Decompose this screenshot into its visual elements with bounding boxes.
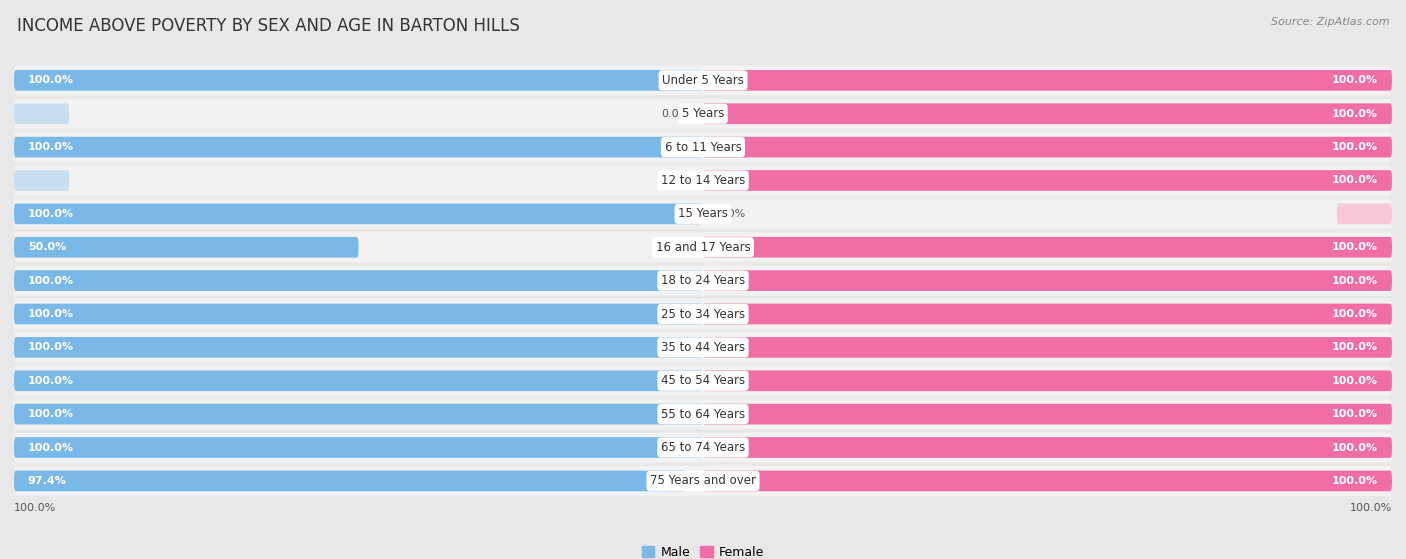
Text: 15 Years: 15 Years	[678, 207, 728, 220]
FancyBboxPatch shape	[14, 232, 1392, 262]
Text: 100.0%: 100.0%	[14, 503, 56, 513]
FancyBboxPatch shape	[703, 404, 1392, 424]
Text: 100.0%: 100.0%	[28, 443, 75, 453]
Text: 100.0%: 100.0%	[1331, 176, 1378, 186]
FancyBboxPatch shape	[14, 399, 1392, 429]
FancyBboxPatch shape	[703, 437, 1392, 458]
FancyBboxPatch shape	[14, 237, 359, 258]
Text: 100.0%: 100.0%	[1350, 503, 1392, 513]
FancyBboxPatch shape	[14, 65, 1392, 96]
Text: 100.0%: 100.0%	[1331, 109, 1378, 119]
Text: 100.0%: 100.0%	[1331, 443, 1378, 453]
Text: Under 5 Years: Under 5 Years	[662, 74, 744, 87]
Text: 100.0%: 100.0%	[1331, 409, 1378, 419]
Text: 18 to 24 Years: 18 to 24 Years	[661, 274, 745, 287]
Text: Source: ZipAtlas.com: Source: ZipAtlas.com	[1271, 17, 1389, 27]
Text: 45 to 54 Years: 45 to 54 Years	[661, 375, 745, 387]
FancyBboxPatch shape	[14, 132, 1392, 162]
FancyBboxPatch shape	[14, 203, 703, 224]
FancyBboxPatch shape	[14, 333, 1392, 362]
Text: 100.0%: 100.0%	[28, 309, 75, 319]
FancyBboxPatch shape	[703, 103, 1392, 124]
Text: 100.0%: 100.0%	[1331, 276, 1378, 286]
Legend: Male, Female: Male, Female	[637, 541, 769, 559]
Text: INCOME ABOVE POVERTY BY SEX AND AGE IN BARTON HILLS: INCOME ABOVE POVERTY BY SEX AND AGE IN B…	[17, 17, 520, 35]
Text: 55 to 64 Years: 55 to 64 Years	[661, 408, 745, 420]
Text: 0.0%: 0.0%	[661, 176, 689, 186]
Text: 0.0%: 0.0%	[717, 209, 745, 219]
FancyBboxPatch shape	[14, 304, 703, 324]
FancyBboxPatch shape	[14, 103, 69, 124]
Text: 6 to 11 Years: 6 to 11 Years	[665, 141, 741, 154]
FancyBboxPatch shape	[703, 70, 1392, 91]
Text: 25 to 34 Years: 25 to 34 Years	[661, 307, 745, 320]
FancyBboxPatch shape	[703, 237, 1392, 258]
FancyBboxPatch shape	[14, 271, 703, 291]
FancyBboxPatch shape	[703, 471, 1392, 491]
Text: 65 to 74 Years: 65 to 74 Years	[661, 441, 745, 454]
Text: 12 to 14 Years: 12 to 14 Years	[661, 174, 745, 187]
Text: 100.0%: 100.0%	[1331, 342, 1378, 352]
Text: 0.0%: 0.0%	[661, 109, 689, 119]
FancyBboxPatch shape	[14, 433, 1392, 462]
FancyBboxPatch shape	[14, 437, 703, 458]
FancyBboxPatch shape	[14, 337, 703, 358]
FancyBboxPatch shape	[703, 337, 1392, 358]
FancyBboxPatch shape	[14, 371, 703, 391]
Text: 100.0%: 100.0%	[1331, 75, 1378, 86]
FancyBboxPatch shape	[14, 170, 69, 191]
Text: 50.0%: 50.0%	[28, 242, 66, 252]
FancyBboxPatch shape	[14, 165, 1392, 196]
Text: 100.0%: 100.0%	[1331, 142, 1378, 152]
FancyBboxPatch shape	[14, 471, 685, 491]
Text: 100.0%: 100.0%	[28, 342, 75, 352]
FancyBboxPatch shape	[703, 304, 1392, 324]
Text: 5 Years: 5 Years	[682, 107, 724, 120]
FancyBboxPatch shape	[14, 299, 1392, 329]
FancyBboxPatch shape	[14, 199, 1392, 229]
Text: 100.0%: 100.0%	[1331, 376, 1378, 386]
Text: 100.0%: 100.0%	[28, 376, 75, 386]
FancyBboxPatch shape	[1337, 203, 1392, 224]
FancyBboxPatch shape	[703, 371, 1392, 391]
Text: 100.0%: 100.0%	[1331, 476, 1378, 486]
Text: 100.0%: 100.0%	[28, 75, 75, 86]
Text: 16 and 17 Years: 16 and 17 Years	[655, 241, 751, 254]
Text: 100.0%: 100.0%	[1331, 309, 1378, 319]
Text: 100.0%: 100.0%	[28, 409, 75, 419]
Text: 100.0%: 100.0%	[28, 142, 75, 152]
FancyBboxPatch shape	[14, 70, 703, 91]
FancyBboxPatch shape	[14, 366, 1392, 396]
FancyBboxPatch shape	[14, 266, 1392, 296]
Text: 97.4%: 97.4%	[28, 476, 66, 486]
FancyBboxPatch shape	[703, 271, 1392, 291]
FancyBboxPatch shape	[703, 137, 1392, 158]
Text: 100.0%: 100.0%	[1331, 242, 1378, 252]
FancyBboxPatch shape	[14, 99, 1392, 129]
Text: 100.0%: 100.0%	[28, 276, 75, 286]
Text: 35 to 44 Years: 35 to 44 Years	[661, 341, 745, 354]
Text: 100.0%: 100.0%	[28, 209, 75, 219]
FancyBboxPatch shape	[14, 404, 703, 424]
FancyBboxPatch shape	[14, 137, 703, 158]
Text: 75 Years and over: 75 Years and over	[650, 475, 756, 487]
FancyBboxPatch shape	[14, 466, 1392, 496]
FancyBboxPatch shape	[703, 170, 1392, 191]
